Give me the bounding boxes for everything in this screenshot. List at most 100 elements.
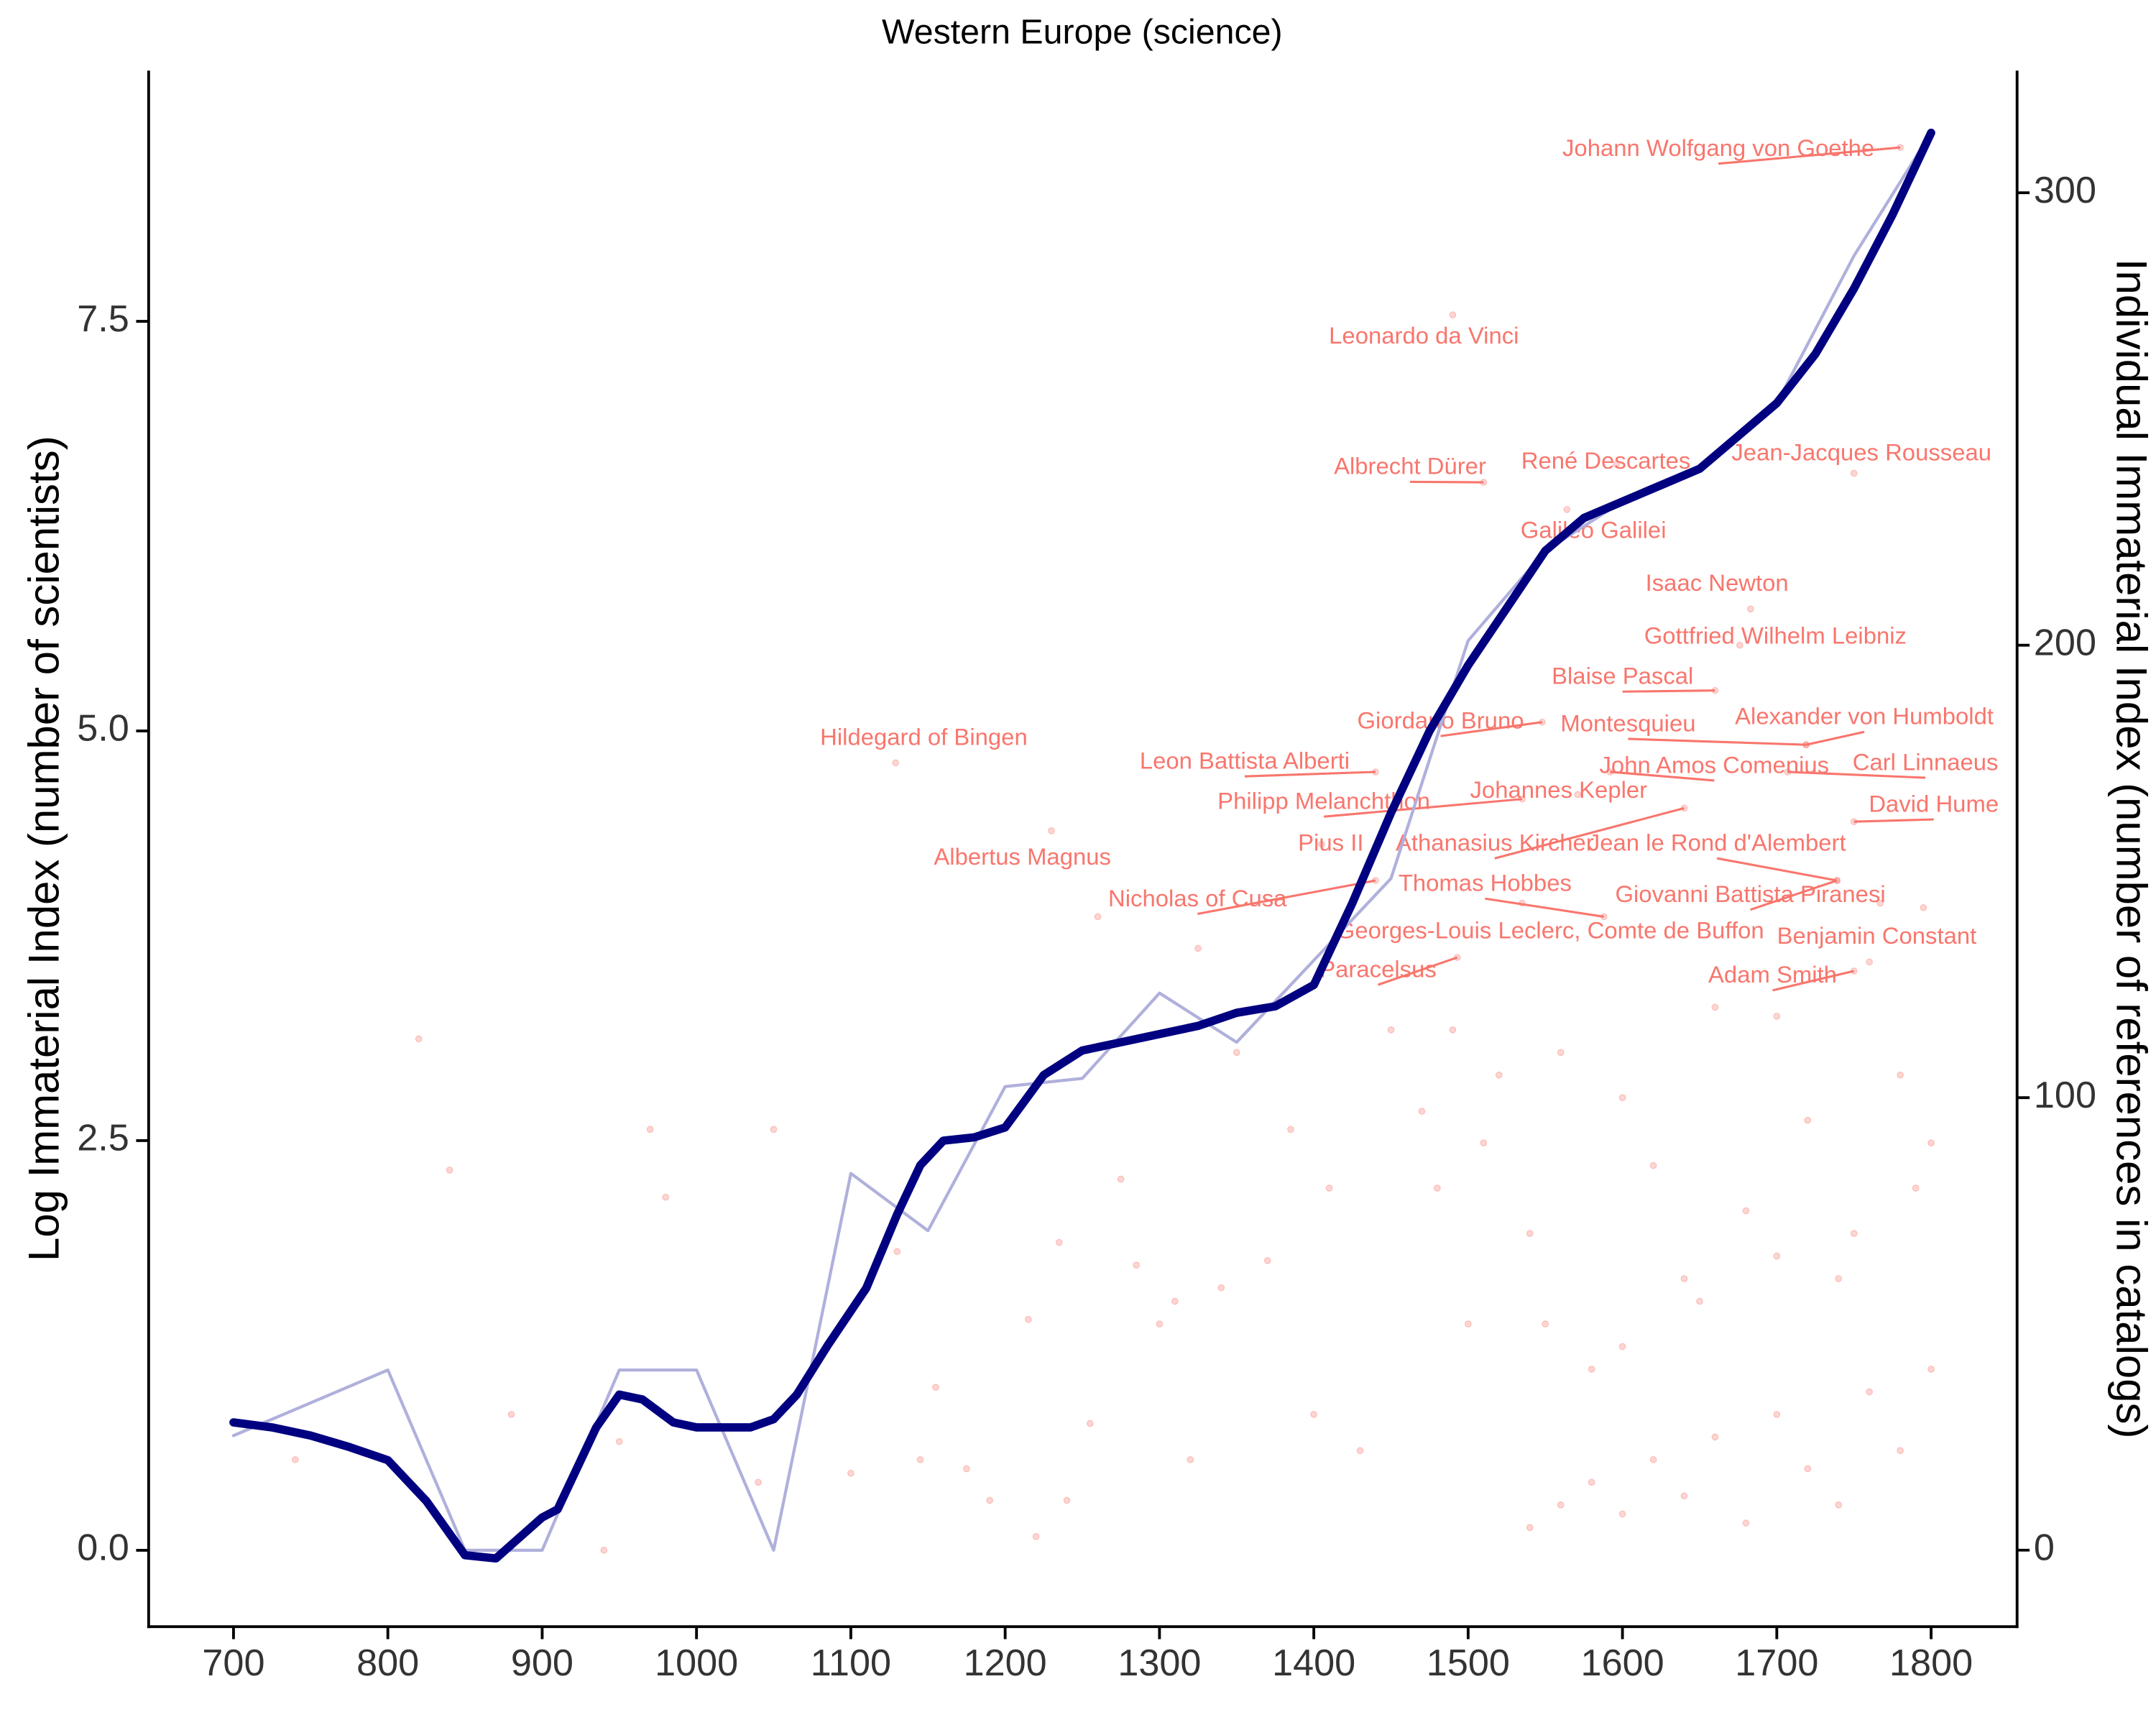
point-label: Alexander von Humboldt xyxy=(1735,703,1994,730)
scatter-point xyxy=(1835,1501,1843,1509)
scatter-point xyxy=(292,1456,299,1463)
point-label: Johann Wolfgang von Goethe xyxy=(1562,134,1874,161)
point-label: Benjamin Constant xyxy=(1777,922,1977,949)
scatter-point xyxy=(1912,1184,1920,1192)
point-label: Leon Battista Alberti xyxy=(1140,748,1350,774)
x-tick-label: 900 xyxy=(511,1642,573,1684)
y-tick-label: 5.0 xyxy=(77,708,129,750)
label-connector xyxy=(1787,770,1926,779)
scatter-point xyxy=(1465,1320,1472,1328)
label-connector xyxy=(1750,879,1838,911)
scatter-point xyxy=(1696,1297,1703,1305)
point-label: David Hume xyxy=(1869,790,1999,816)
scatter-point xyxy=(1920,903,1927,911)
line xyxy=(229,128,1935,1563)
chart-title: Western Europe (science) xyxy=(882,13,1283,52)
scatter-point xyxy=(986,1496,994,1504)
label-connector xyxy=(1485,897,1605,918)
point-label: Georges-Louis Leclerc, Comte de Buffon xyxy=(1337,916,1764,943)
point-label: Johannes Kepler xyxy=(1470,776,1648,803)
x-tick-label: 1400 xyxy=(1272,1642,1355,1684)
scatter-point xyxy=(1449,1026,1457,1034)
x-tick-label: 1300 xyxy=(1118,1642,1201,1684)
scatter-point xyxy=(1310,1411,1317,1418)
scatter-point xyxy=(1773,1411,1781,1418)
scatter-point xyxy=(1156,1320,1164,1328)
point-label: Adam Smith xyxy=(1708,961,1837,988)
scatter-point xyxy=(1217,1284,1225,1292)
label-connector xyxy=(1716,857,1838,882)
scatter-point xyxy=(1711,1433,1719,1441)
label-connector xyxy=(1244,770,1376,778)
scatter-point xyxy=(1804,1116,1812,1124)
label-connector xyxy=(1628,737,1807,746)
scatter-point xyxy=(1588,1366,1595,1373)
scatter-point xyxy=(1680,1275,1688,1282)
scatter-point xyxy=(1117,1175,1125,1183)
y-tick-label: 7.5 xyxy=(77,298,129,340)
x-tick-label: 1200 xyxy=(964,1642,1047,1684)
scatter-point xyxy=(1418,1108,1426,1115)
scatter-point xyxy=(916,1456,924,1463)
scatter-point xyxy=(415,1035,423,1043)
point-label: Carl Linnaeus xyxy=(1853,748,1999,775)
scatter-point xyxy=(1613,461,1620,468)
y2-tick-label: 300 xyxy=(2034,170,2096,211)
scatter-point xyxy=(1773,1252,1781,1260)
label-connector xyxy=(1622,689,1715,693)
scatter-point xyxy=(1526,1524,1534,1532)
x-tick-label: 1600 xyxy=(1581,1642,1664,1684)
scatter-point xyxy=(1287,1126,1294,1133)
scatter-point xyxy=(892,759,900,767)
label-connector xyxy=(1718,146,1901,165)
label-connector xyxy=(1610,770,1715,782)
scatter-point xyxy=(1194,944,1202,952)
y-axis-title: Log Immaterial Index (number of scientis… xyxy=(20,436,68,1261)
scatter-point xyxy=(646,1126,654,1133)
label-connector xyxy=(1197,879,1376,916)
scatter-point xyxy=(1356,1447,1364,1455)
label-connector xyxy=(1494,806,1685,860)
scatter-point xyxy=(1649,1162,1657,1169)
y2-axis-title: Individual Immaterial Index (number of r… xyxy=(2108,259,2156,1439)
scatter-point xyxy=(1480,1139,1488,1147)
scatter-point xyxy=(963,1465,970,1473)
scatter-point xyxy=(1542,1320,1549,1328)
scatter-point xyxy=(1171,1297,1179,1305)
scatter-point xyxy=(755,1478,762,1486)
scatter-point xyxy=(1048,827,1055,834)
scatter-point xyxy=(1557,1049,1565,1057)
label-connector xyxy=(1772,970,1855,992)
scatter-point xyxy=(1063,1496,1071,1504)
scatter-point xyxy=(1742,1519,1750,1527)
point-label: Montesquieu xyxy=(1560,709,1695,736)
point-label: Paracelsus xyxy=(1319,955,1437,982)
axes xyxy=(147,70,2019,1629)
x-tick-label: 1000 xyxy=(655,1642,738,1684)
scatter-point xyxy=(507,1411,515,1418)
point-label: Hildegard of Bingen xyxy=(820,724,1028,750)
label-connector xyxy=(1324,798,1523,818)
scatter-point xyxy=(1133,1261,1141,1269)
scatter-point xyxy=(1055,1238,1063,1246)
point-label: Giovanni Battista Piranesi xyxy=(1615,880,1885,907)
scatter-point xyxy=(1387,1026,1395,1034)
scatter-point xyxy=(1927,1139,1935,1147)
scatter-point xyxy=(615,1438,623,1445)
scatter-point xyxy=(600,1546,608,1554)
label-connector xyxy=(1853,818,1934,823)
y-tick-label: 0.0 xyxy=(77,1527,129,1569)
scatter-point xyxy=(932,1384,939,1391)
point-label: Jean-Jacques Rousseau xyxy=(1731,438,1991,465)
point-label: Blaise Pascal xyxy=(1552,663,1693,689)
y-tick-label: 2.5 xyxy=(77,1118,129,1159)
scatter-point xyxy=(847,1469,854,1477)
point-label: John Amos Comenius xyxy=(1599,751,1829,778)
scatter-point xyxy=(1263,1257,1271,1264)
scatter-point xyxy=(1032,1533,1040,1540)
scatter-point xyxy=(770,1126,778,1133)
scatter-point xyxy=(1680,1492,1688,1500)
scatter-point xyxy=(893,1248,901,1256)
scatter-point xyxy=(662,1193,670,1201)
